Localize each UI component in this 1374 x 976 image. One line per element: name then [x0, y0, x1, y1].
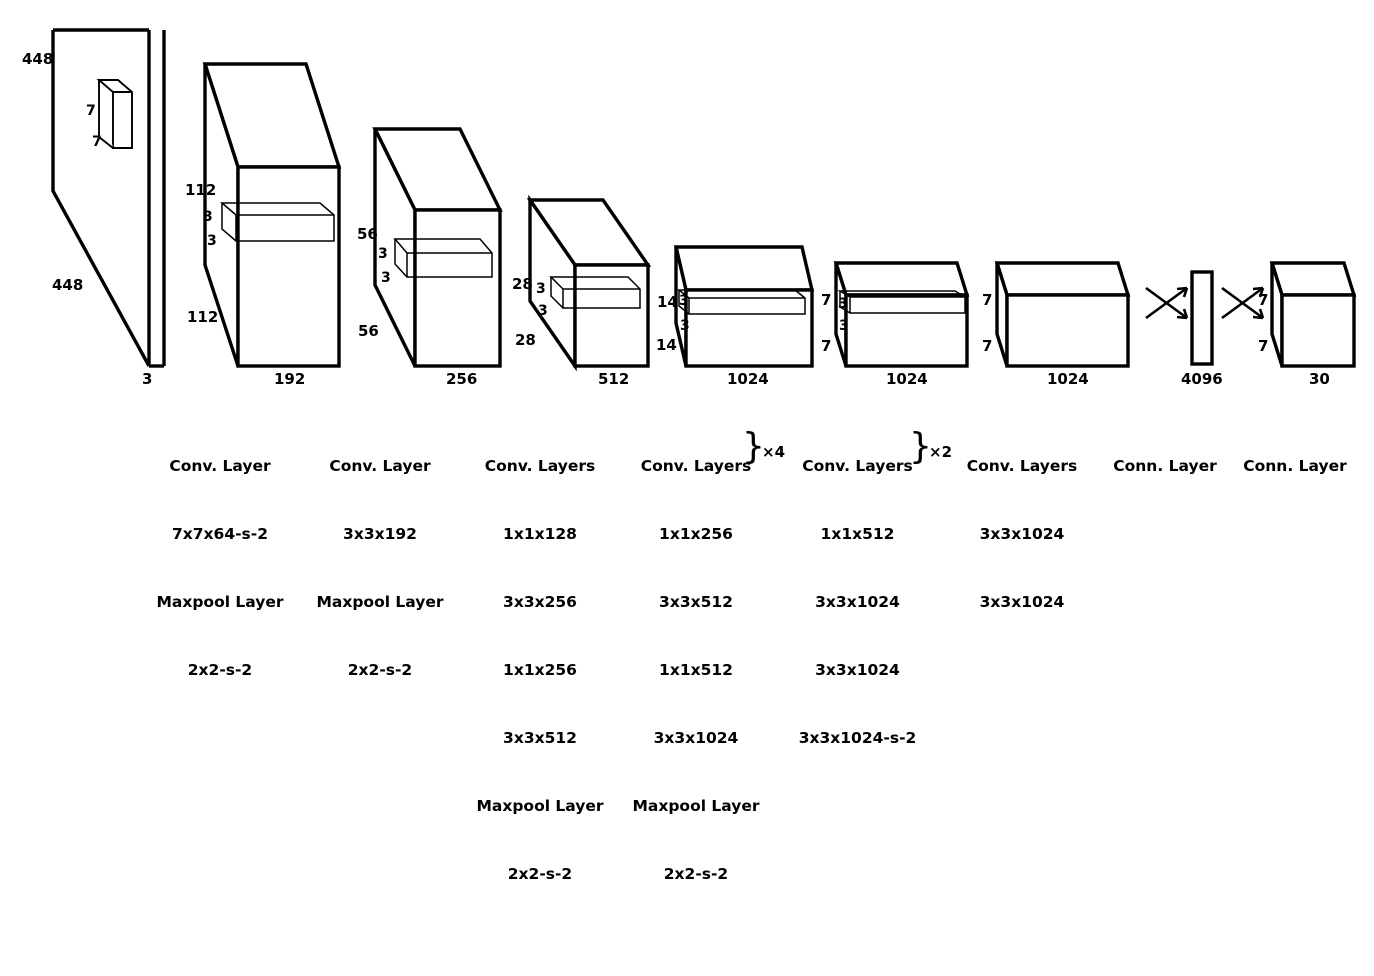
- dim-kernel-conv3-a: 3: [536, 281, 546, 297]
- dim-conv2-width: 256: [446, 370, 477, 388]
- caption-line: 2x2-s-2: [663, 864, 729, 883]
- dim-kernel-conv4-a: 3: [679, 293, 689, 309]
- caption-line: Conn. Layer: [1113, 457, 1217, 476]
- dim-kernel-conv1-b: 3: [207, 233, 217, 249]
- dim-input-depth: 448: [52, 276, 83, 294]
- connection-arrows-2: [1221, 286, 1265, 320]
- layer-conv3-shape: [526, 194, 652, 372]
- dim-conv6-width: 1024: [1047, 370, 1089, 388]
- layer-conv2-shape: [372, 127, 503, 368]
- caption-line: 3x3x512: [659, 593, 733, 611]
- dim-kernel-conv5-b: 3: [839, 318, 849, 334]
- caption-line: 3x3x256: [503, 593, 577, 611]
- repeat-multiplier: ×4: [762, 443, 786, 461]
- caption-line: 1x1x256: [659, 525, 733, 544]
- dim-output-height: 7: [1258, 291, 1268, 309]
- dim-conv4-width: 1024: [727, 370, 769, 388]
- dim-conv3-height: 28: [512, 275, 533, 293]
- kernel-3x3-conv3: [549, 276, 641, 309]
- dim-input-height: 448: [22, 50, 53, 68]
- caption-line: 1x1x256: [503, 660, 577, 679]
- yolo-architecture-diagram: 448 448 3 7 7 112 112 192 3 3: [22, 28, 1374, 883]
- dim-conv2-height: 56: [357, 225, 378, 243]
- dim-kernel-input-b: 7: [92, 134, 102, 150]
- kernel-3x3-conv1: [219, 202, 335, 242]
- caption-line: 3x3x1024: [653, 728, 739, 747]
- caption-line: Maxpool Layer: [156, 593, 284, 611]
- dim-conv1-depth: 112: [187, 308, 218, 326]
- dim-conv5-width: 1024: [886, 370, 928, 388]
- caption-line: 1x1x128: [503, 525, 577, 544]
- dim-conv6-height: 7: [982, 291, 992, 309]
- dim-conv4-depth: 14: [656, 336, 677, 354]
- dim-kernel-conv4-b: 3: [680, 318, 690, 334]
- dim-conv4-height: 14: [657, 293, 678, 311]
- caption-line: 2x2-s-2: [347, 660, 413, 679]
- dim-kernel-conv5-a: 3: [838, 296, 848, 312]
- dim-kernel-conv3-b: 3: [538, 303, 548, 319]
- dim-kernel-input-a: 7: [86, 103, 96, 119]
- caption-line: Maxpool Layer: [476, 796, 604, 815]
- caption-line: 3x3x192: [343, 525, 417, 544]
- layer-fc1-shape: [1190, 270, 1214, 366]
- dim-conv1-width: 192: [274, 370, 305, 388]
- caption-stage-6: Conv. Layers 3x3x1024 3x3x1024: [942, 410, 1102, 659]
- dim-conv5-depth: 7: [821, 337, 831, 355]
- caption-line: Conv. Layer: [169, 457, 271, 476]
- caption-stage-4: Conv. Layers 1x1x256 3x3x512 1x1x512 3x3…: [616, 410, 785, 976]
- layer-conv5-shape: [833, 261, 970, 368]
- layer-output-shape: [1269, 261, 1357, 368]
- connection-arrows-1: [1145, 286, 1189, 320]
- dim-output-width: 30: [1309, 370, 1330, 388]
- caption-line: Conv. Layers: [802, 457, 913, 476]
- caption-line: 3x3x1024: [815, 593, 900, 611]
- kernel-3x3-conv5: [837, 290, 966, 314]
- caption-line: 3x3x1024-s-2: [798, 728, 917, 747]
- dim-conv5-height: 7: [821, 291, 831, 309]
- caption-line: 3x3x1024: [979, 525, 1065, 544]
- dim-conv3-width: 512: [598, 370, 629, 388]
- caption-line: 3x3x1024: [979, 593, 1065, 611]
- caption-line: Conv. Layers: [484, 457, 596, 476]
- caption-line: 7x7x64-s-2: [171, 525, 268, 544]
- kernel-3x3-conv2: [393, 238, 493, 278]
- dim-conv3-depth: 28: [515, 331, 536, 349]
- caption-line: 2x2-s-2: [187, 660, 253, 679]
- caption-stage-8: Conn. Layer: [1215, 410, 1374, 523]
- layer-conv4-shape: [673, 245, 815, 368]
- caption-stage-1: Conv. Layer 7x7x64-s-2 Maxpool Layer 2x2…: [140, 410, 300, 727]
- caption-line: Conv. Layers: [966, 457, 1078, 476]
- dim-conv2-depth: 56: [358, 322, 379, 340]
- dim-kernel-conv1-a: 3: [203, 209, 213, 225]
- repeat-brace-icon: }: [742, 426, 765, 467]
- caption-line: Conv. Layers: [640, 457, 752, 476]
- architecture-svg: 448 448 3 7 7 112 112 192 3 3: [22, 28, 1357, 388]
- dim-output-depth: 7: [1258, 337, 1268, 355]
- caption-stage-7: Conn. Layer: [1085, 410, 1245, 523]
- dim-fc1-width: 4096: [1181, 370, 1223, 388]
- caption-line: 1x1x512: [659, 660, 733, 679]
- caption-line: 3x3x1024: [815, 660, 900, 679]
- caption-line: Maxpool Layer: [632, 796, 760, 815]
- repeat-brace-icon: }: [909, 426, 932, 467]
- kernel-3x3-conv4: [676, 289, 806, 315]
- dim-conv6-depth: 7: [982, 337, 992, 355]
- caption-line: Maxpool Layer: [316, 593, 444, 611]
- caption-line: Conv. Layer: [329, 457, 431, 476]
- caption-line: 2x2-s-2: [507, 864, 573, 883]
- caption-line: Conn. Layer: [1243, 457, 1347, 476]
- caption-line: 3x3x512: [503, 728, 577, 747]
- kernel-7x7-input: [96, 79, 133, 149]
- caption-stage-5: Conv. Layers 1x1x512 3x3x1024 3x3x1024 3…: [775, 410, 952, 840]
- dim-kernel-conv2-b: 3: [381, 270, 391, 286]
- layer-input-shape: [51, 28, 166, 368]
- layer-conv6-shape: [994, 261, 1131, 368]
- dim-conv1-height: 112: [185, 181, 216, 199]
- dim-kernel-conv2-a: 3: [378, 246, 388, 262]
- caption-line: 1x1x512: [820, 525, 895, 544]
- repeat-multiplier: ×2: [929, 443, 953, 461]
- caption-stage-3: Conv. Layers 1x1x128 3x3x256 1x1x256 3x3…: [460, 410, 620, 930]
- caption-stage-2: Conv. Layer 3x3x192 Maxpool Layer 2x2-s-…: [300, 410, 460, 727]
- dim-input-width: 3: [142, 370, 152, 388]
